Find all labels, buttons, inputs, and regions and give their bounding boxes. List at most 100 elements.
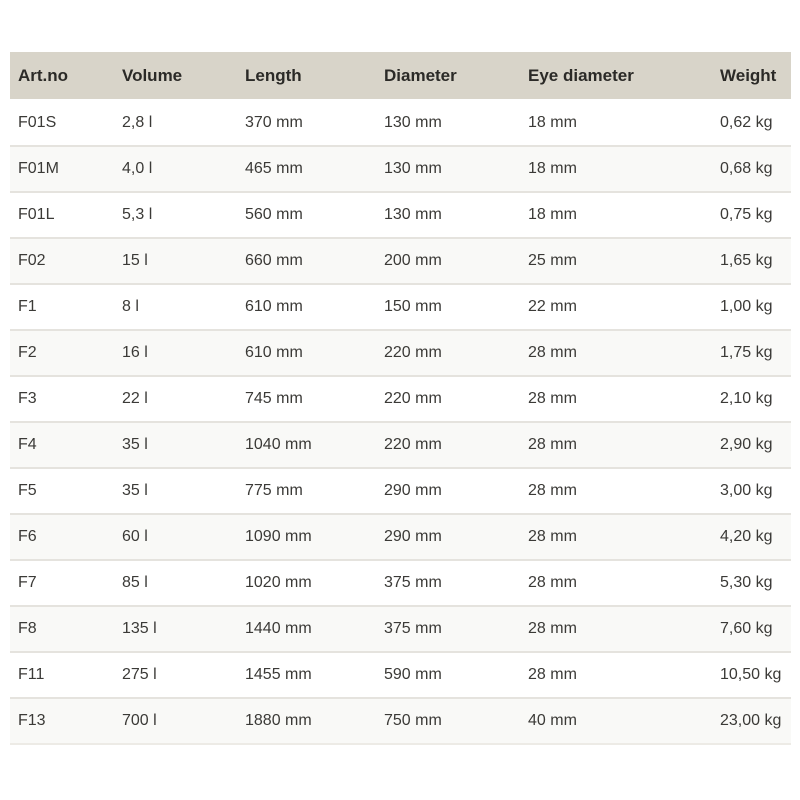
- cell-eye-diameter: 28 mm: [520, 421, 712, 468]
- cell-volume: 5,3 l: [114, 191, 237, 238]
- cell-diameter: 290 mm: [376, 467, 520, 514]
- cell-diameter: 130 mm: [376, 145, 520, 192]
- cell-eye-diameter: 40 mm: [520, 697, 712, 745]
- cell-diameter: 290 mm: [376, 513, 520, 560]
- table-row-f01s: F01S 2,8 l 370 mm 130 mm 18 mm 0,62 kg: [10, 100, 791, 146]
- cell-length: 610 mm: [237, 329, 376, 376]
- cell-length: 370 mm: [245, 114, 303, 131]
- column-header-weight: Weight: [712, 52, 791, 101]
- cell-weight: 0,75 kg: [712, 191, 791, 238]
- cell-art-no: F1: [10, 283, 114, 330]
- table-row-f02: F02 15 l 660 mm 200 mm 25 mm 1,65 kg: [10, 237, 791, 284]
- cell-volume: 4,0 l: [114, 145, 237, 192]
- cell-eye-diameter: 28 mm: [520, 559, 712, 606]
- cell-eye-diameter: 22 mm: [520, 283, 712, 330]
- cell-diameter: 220 mm: [376, 421, 520, 468]
- cell-weight: 23,00 kg: [712, 697, 791, 745]
- cell-art-no: F13: [10, 697, 114, 745]
- cell-diameter: 375 mm: [376, 559, 520, 606]
- cell-length: 560 mm: [237, 191, 376, 238]
- table-row-f13: F13 700 l 1880 mm 750 mm 40 mm 23,00 kg: [10, 697, 791, 745]
- cell-length: 465 mm: [237, 145, 376, 192]
- cell-volume: 700 l: [114, 697, 237, 745]
- cell-eye-diameter: 28 mm: [520, 467, 712, 514]
- cell-diameter: 130 mm: [376, 191, 520, 238]
- cell-length: 1440 mm: [237, 605, 376, 652]
- cell-eye-diameter: 28 mm: [520, 329, 712, 376]
- cell-diameter: 375 mm: [376, 605, 520, 652]
- cell-art-no: F3: [10, 375, 114, 422]
- cell-eye-diameter: 28 mm: [520, 513, 712, 560]
- cell-art-no: F7: [10, 559, 114, 606]
- cell-art-no: F01M: [10, 145, 114, 192]
- cell-weight: 0,62 kg: [720, 114, 773, 131]
- table-row-f6: F6 60 l 1090 mm 290 mm 28 mm 4,20 kg: [10, 513, 791, 560]
- cell-art-no: F5: [10, 467, 114, 514]
- cell-art-no: F6: [10, 513, 114, 560]
- column-header-eye-diameter: Eye diameter: [520, 52, 712, 101]
- table-row-f01m: F01M 4,0 l 465 mm 130 mm 18 mm 0,68 kg: [10, 145, 791, 192]
- cell-art-no: F11: [10, 651, 114, 698]
- cell-weight: 2,10 kg: [712, 375, 791, 422]
- cell-art-no: F4: [10, 421, 114, 468]
- table-row-f11: F11 275 l 1455 mm 590 mm 28 mm 10,50 kg: [10, 651, 791, 698]
- cell-diameter: 220 mm: [376, 375, 520, 422]
- cell-volume: 22 l: [114, 375, 237, 422]
- cell-eye-diameter: 25 mm: [520, 237, 712, 284]
- cell-length: 660 mm: [237, 237, 376, 284]
- cell-diameter: 200 mm: [376, 237, 520, 284]
- column-header-art-no: Art.no: [10, 52, 114, 101]
- cell-length: 1880 mm: [237, 697, 376, 745]
- cell-weight: 2,90 kg: [712, 421, 791, 468]
- column-header-volume: Volume: [114, 52, 237, 101]
- cell-volume: 2,8 l: [122, 114, 153, 131]
- cell-weight: 7,60 kg: [712, 605, 791, 652]
- table-row-f1: F1 8 l 610 mm 150 mm 22 mm 1,00 kg: [10, 283, 791, 330]
- cell-length: 1020 mm: [237, 559, 376, 606]
- product-spec-table: Art.no Volume Length Diameter Eye diameter We…: [10, 52, 791, 745]
- cell-volume: 35 l: [114, 467, 237, 514]
- cell-length: 775 mm: [237, 467, 376, 514]
- cell-art-no: F8: [10, 605, 114, 652]
- cell-diameter: 590 mm: [376, 651, 520, 698]
- cell-weight: 1,65 kg: [712, 237, 791, 284]
- cell-art-no: F01L: [10, 191, 114, 238]
- cell-volume: 8 l: [114, 283, 237, 330]
- table-row-f5: F5 35 l 775 mm 290 mm 28 mm 3,00 kg: [10, 467, 791, 514]
- cell-art-no: F2: [10, 329, 114, 376]
- table-row-f7: F7 85 l 1020 mm 375 mm 28 mm 5,30 kg: [10, 559, 791, 606]
- cell-volume: 60 l: [114, 513, 237, 560]
- column-header-length: Length: [237, 52, 376, 101]
- cell-diameter: 130 mm: [384, 114, 442, 131]
- column-header-diameter: Diameter: [376, 52, 520, 101]
- cell-eye-diameter: 28 mm: [520, 651, 712, 698]
- table-row-f01l: F01L 5,3 l 560 mm 130 mm 18 mm 0,75 kg: [10, 191, 791, 238]
- cell-eye-diameter: 18 mm: [520, 191, 712, 238]
- cell-weight: 1,00 kg: [712, 283, 791, 330]
- cell-weight: 10,50 kg: [712, 651, 791, 698]
- table-row-f2: F2 16 l 610 mm 220 mm 28 mm 1,75 kg: [10, 329, 791, 376]
- cell-length: 745 mm: [237, 375, 376, 422]
- cell-art-no: F02: [10, 237, 114, 284]
- cell-eye-diameter: 28 mm: [520, 375, 712, 422]
- cell-eye-diameter: 18 mm: [520, 145, 712, 192]
- table-row-f8: F8 135 l 1440 mm 375 mm 28 mm 7,60 kg: [10, 605, 791, 652]
- cell-volume: 135 l: [114, 605, 237, 652]
- cell-length: 1455 mm: [237, 651, 376, 698]
- cell-weight: 1,75 kg: [712, 329, 791, 376]
- cell-diameter: 220 mm: [376, 329, 520, 376]
- cell-weight: 0,68 kg: [712, 145, 791, 192]
- cell-length: 1040 mm: [237, 421, 376, 468]
- cell-volume: 15 l: [114, 237, 237, 284]
- cell-volume: 275 l: [114, 651, 237, 698]
- cell-weight: 4,20 kg: [712, 513, 791, 560]
- cell-volume: 16 l: [114, 329, 237, 376]
- cell-diameter: 150 mm: [376, 283, 520, 330]
- cell-eye-diameter: 28 mm: [520, 605, 712, 652]
- table-row-f4: F4 35 l 1040 mm 220 mm 28 mm 2,90 kg: [10, 421, 791, 468]
- cell-diameter: 750 mm: [376, 697, 520, 745]
- cell-volume: 35 l: [114, 421, 237, 468]
- cell-weight: 5,30 kg: [712, 559, 791, 606]
- cell-weight: 3,00 kg: [712, 467, 791, 514]
